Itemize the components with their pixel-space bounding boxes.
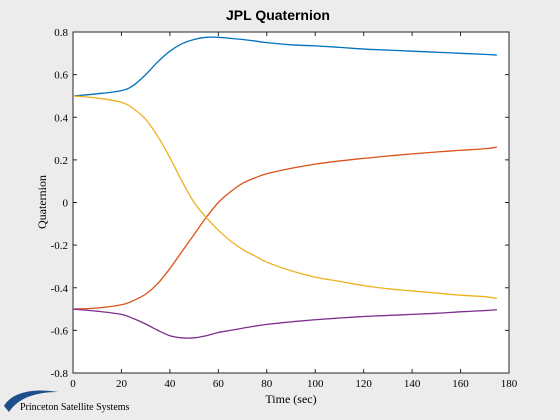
logo-text: Princeton Satellite Systems: [20, 402, 130, 413]
x-tick-label: 20: [116, 378, 128, 390]
x-tick-label: 80: [261, 378, 273, 390]
y-tick-label: 0.2: [54, 155, 68, 167]
x-tick-label: 160: [452, 378, 469, 390]
x-tick-label: 120: [355, 378, 372, 390]
series-group: [72, 36, 497, 339]
series-line-4: [72, 308, 497, 339]
x-axis-label: Time (sec): [265, 392, 316, 406]
chart-title: JPL Quaternion: [226, 7, 330, 23]
company-logo: Princeton Satellite Systems: [4, 390, 130, 413]
x-tick-label: 0: [70, 378, 76, 390]
x-tick-label: 180: [501, 378, 518, 390]
y-tick-label: -0.6: [51, 325, 69, 337]
y-tick-label: -0.2: [51, 240, 68, 252]
y-tick-label: 0.4: [54, 112, 68, 124]
series-line-2: [72, 146, 497, 310]
series-line-1: [72, 36, 497, 97]
y-tick-label: -0.8: [51, 368, 69, 380]
x-tick-label: 100: [307, 378, 324, 390]
y-axis-label: Quaternion: [35, 175, 49, 229]
swoosh-icon: [4, 390, 58, 412]
y-tick-label: 0.6: [54, 70, 68, 82]
series-line-3: [72, 95, 497, 300]
plot-area: [72, 31, 510, 374]
x-tick-label: 60: [213, 378, 225, 390]
axis-ticks: 0 20 40 60 80 100 120 140 160 180 -0.8 -0.6 -0.4 -0.2…: [51, 27, 518, 390]
x-tick-label: 140: [404, 378, 421, 390]
y-tick-label: -0.4: [51, 283, 69, 295]
y-tick-label: 0.8: [54, 27, 68, 39]
x-tick-label: 40: [164, 378, 176, 390]
y-tick-label: 0: [63, 198, 69, 210]
